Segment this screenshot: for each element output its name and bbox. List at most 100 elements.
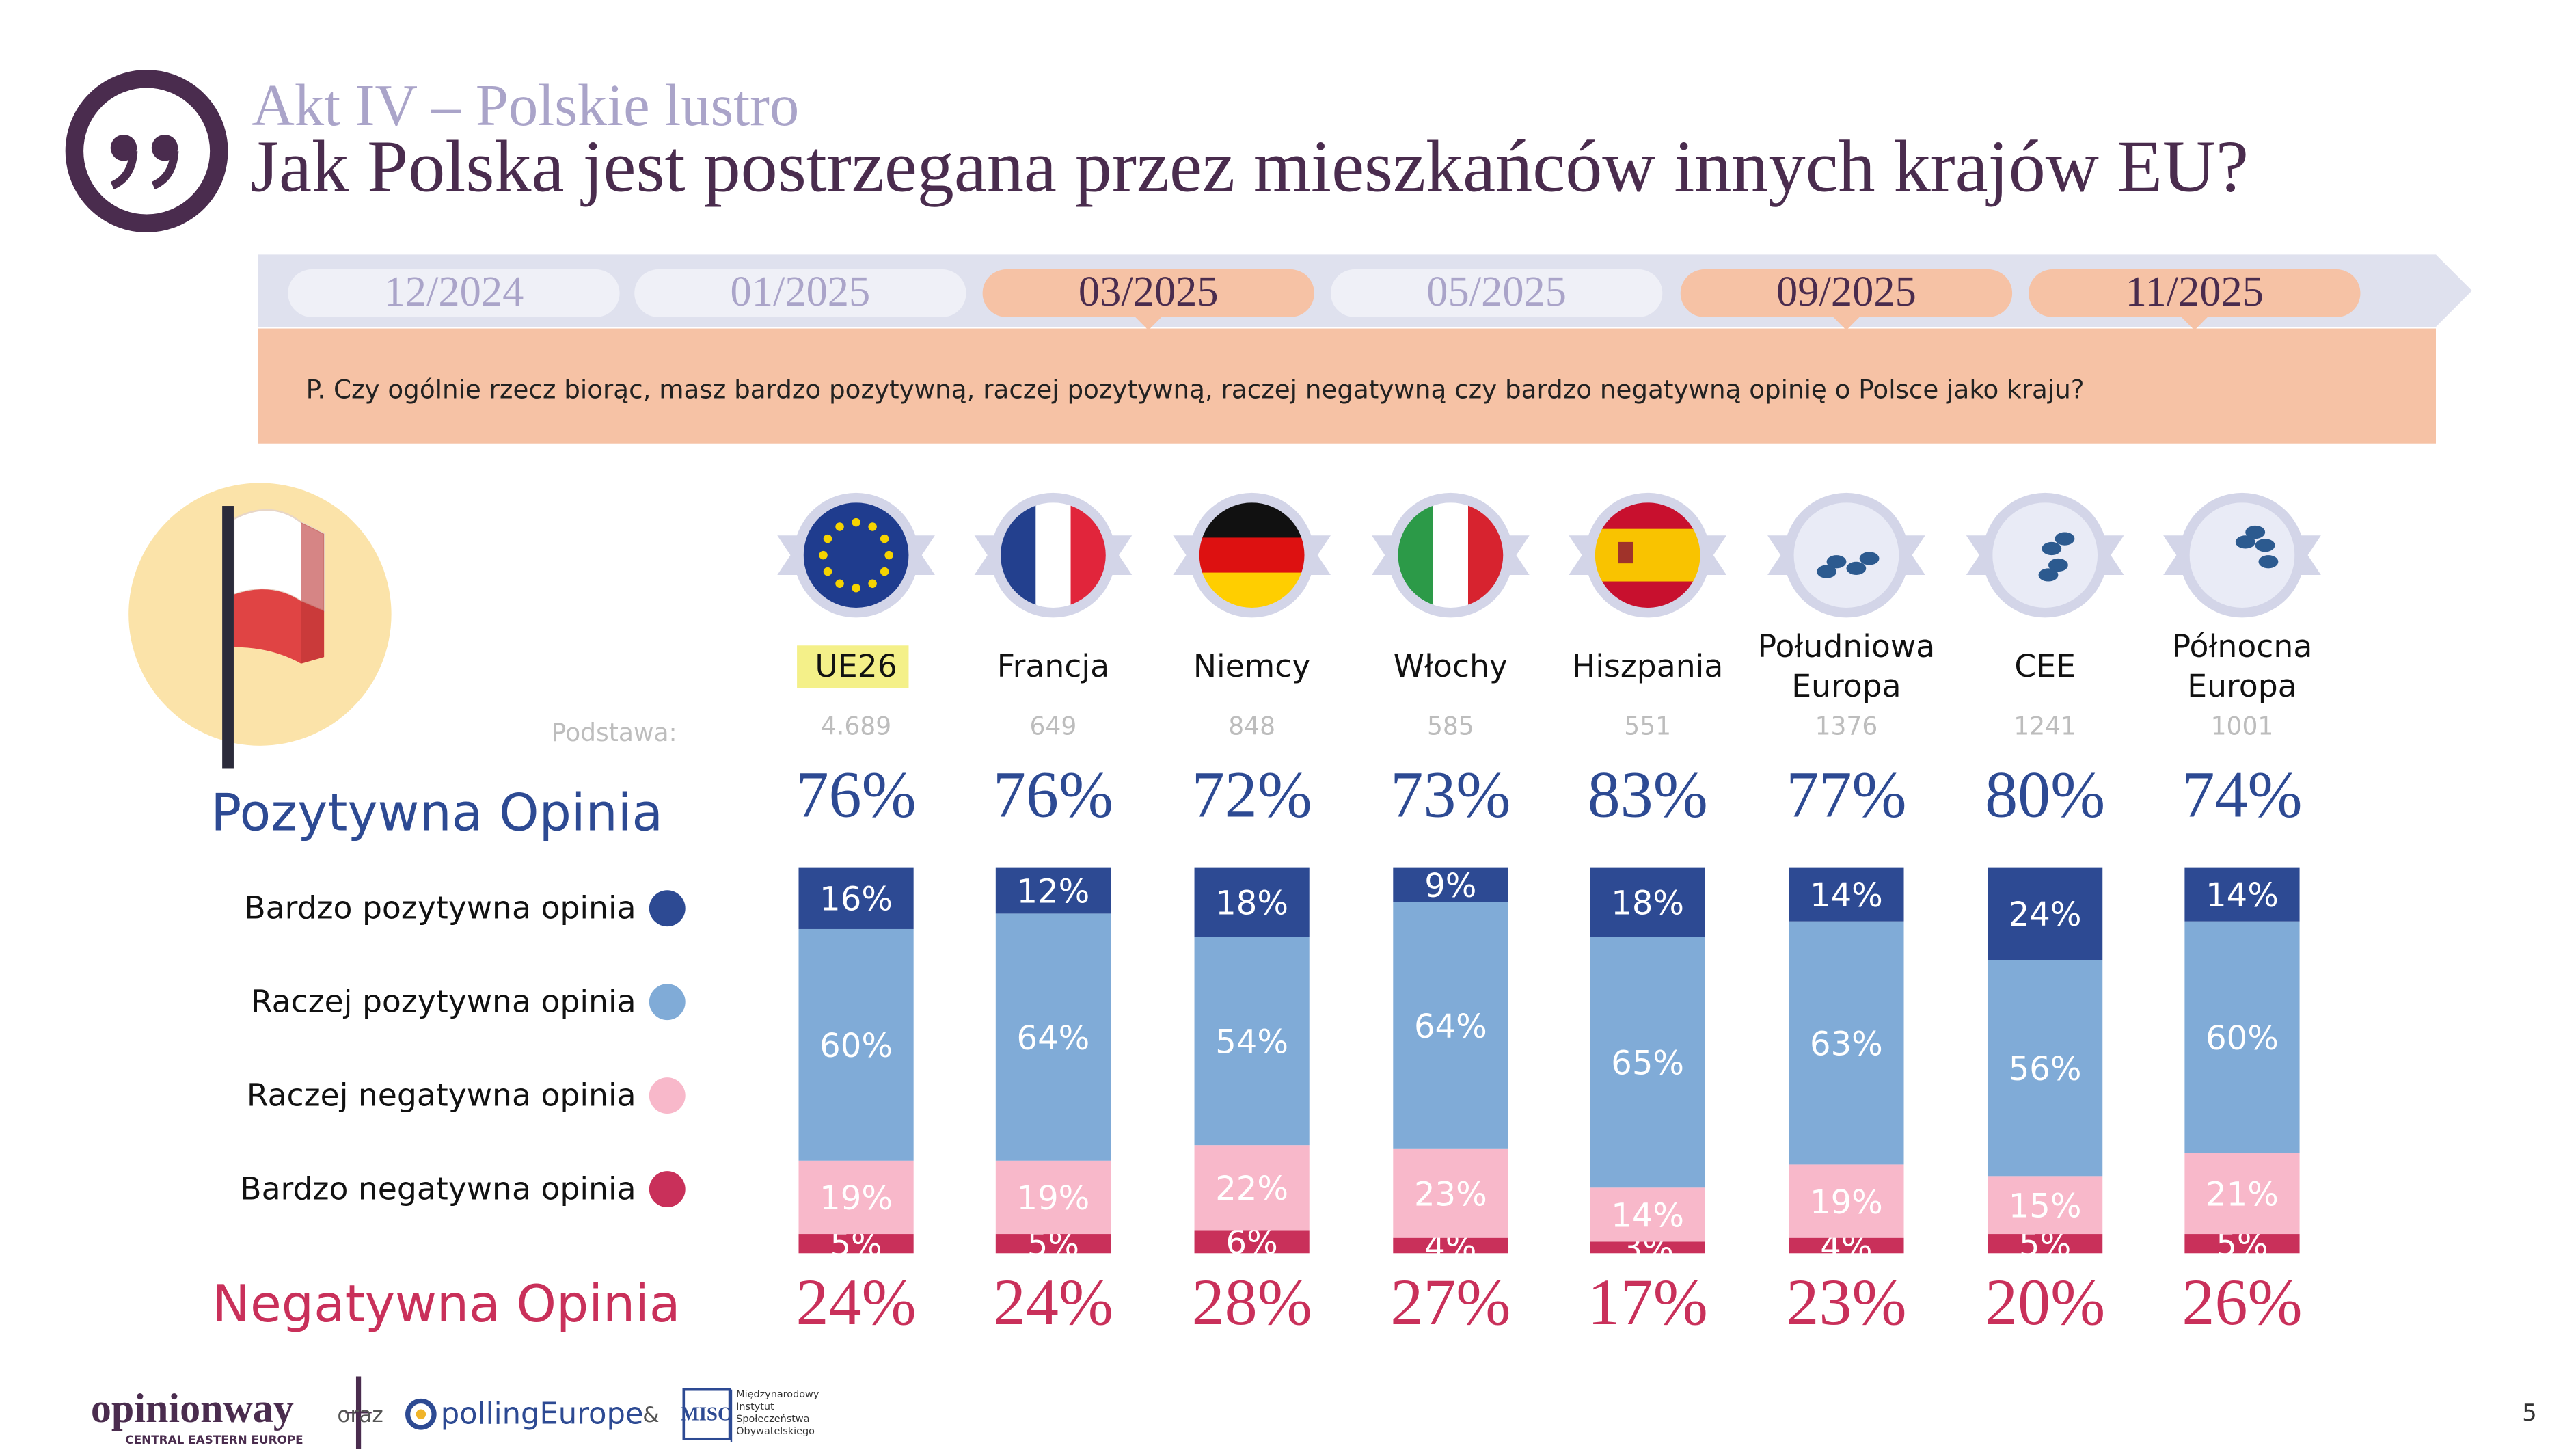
segment-label: 16%: [819, 880, 893, 919]
category-label: Północna Europa: [2171, 629, 2313, 705]
star: [823, 534, 832, 543]
category-box: Północna Europa: [2171, 629, 2313, 705]
question-box: [258, 328, 2436, 444]
segment-label: 64%: [1017, 1019, 1090, 1058]
category-box: Niemcy: [1193, 649, 1311, 685]
map-region: [1817, 565, 1837, 578]
positive-total: 80%: [1985, 758, 2105, 831]
flag: [1398, 502, 1504, 608]
polling-icon: [405, 1398, 437, 1430]
base-label: 551: [1624, 712, 1671, 740]
negative-total: 24%: [993, 1265, 1113, 1339]
star: [868, 579, 877, 588]
base-heading: Podstawa:: [552, 719, 677, 747]
timeline-pointer: [2181, 317, 2208, 330]
footer: opinionway CENTRAL EASTERN EUROPE oraz poll…: [91, 1376, 2537, 1449]
legend-label: Raczej pozytywna opinia: [251, 984, 636, 1020]
question: P. Czy ogólnie rzecz biorąc, masz bardzo…: [306, 374, 2085, 404]
segment-label: 22%: [1215, 1170, 1288, 1208]
segment-label: 9%: [1424, 867, 1476, 905]
category-label: Niemcy: [1193, 649, 1311, 685]
negative-total: 26%: [2182, 1265, 2302, 1339]
timeline-label: 03/2025: [1079, 267, 1219, 315]
star: [819, 550, 828, 560]
negative-total: 20%: [1985, 1265, 2105, 1339]
bar-segment: [798, 867, 914, 929]
timeline-pill: [1330, 269, 1663, 317]
category-box: Włochy: [1393, 649, 1508, 685]
timeline: 12/2024 01/2025 03/2025 05/2025 09/2025 11/20…: [288, 267, 2361, 330]
segment-label: 18%: [1611, 884, 1684, 922]
category-label: CEE: [2014, 649, 2076, 685]
chart: UE264.68976%24%5%19%60%16%Francja64976%2…: [211, 492, 2321, 1339]
ampersand: &: [642, 1403, 659, 1427]
coat: [1618, 541, 1633, 564]
positive-total: 77%: [1786, 758, 1906, 831]
timeline-pill: [288, 269, 620, 317]
category-box: Francja: [996, 649, 1110, 685]
segment-label: 15%: [2009, 1187, 2082, 1225]
miso-name: Instytut: [736, 1401, 774, 1412]
flag-illustration: [128, 483, 392, 769]
map-field: [2189, 502, 2295, 608]
category-label: Włochy: [1393, 649, 1508, 685]
flag: [1199, 502, 1305, 608]
timeline-label: 11/2025: [2126, 267, 2264, 315]
bar-segment: [1789, 1237, 1904, 1254]
star: [835, 579, 844, 588]
legend-dot: [649, 890, 686, 927]
map-region: [2258, 555, 2279, 569]
bar-segment: [798, 1234, 914, 1254]
segment-label: 19%: [1810, 1183, 1883, 1222]
segment-label: 19%: [1017, 1179, 1090, 1218]
bar-segment: [1590, 937, 1705, 1188]
category-box: Południowa Europa: [1758, 629, 1936, 705]
positive-heading: Pozytywna Opinia: [211, 783, 663, 843]
flag: [1595, 502, 1700, 608]
highlight: [797, 645, 909, 688]
miso-name: Międzynarodowy: [736, 1389, 819, 1400]
timeline-pill: [982, 269, 1314, 317]
title: Jak Polska jest postrzegana przez mieszk…: [250, 126, 2249, 208]
flag-stripe: [1035, 502, 1072, 608]
category-box: CEE: [2014, 649, 2076, 685]
legend-dot: [649, 1171, 686, 1207]
bar-segment: [1789, 921, 1904, 1165]
timeline-label: 12/2024: [384, 267, 524, 315]
category-box: Hiszpania: [1572, 649, 1723, 685]
map-region: [2235, 535, 2255, 549]
category-label: Francja: [996, 649, 1110, 685]
base-label: 649: [1030, 712, 1077, 740]
bar-segment: [1988, 1234, 2103, 1254]
map-region: [2055, 532, 2075, 546]
legend-label: Bardzo pozytywna opinia: [244, 890, 636, 926]
map-field: [1992, 502, 2098, 608]
bar-segment: [2184, 1234, 2300, 1254]
star: [880, 567, 889, 576]
bar-segment: [798, 928, 914, 1161]
miso-name: Obywatelskiego: [736, 1426, 815, 1437]
flag: [1001, 502, 1106, 608]
category-icon: [1767, 492, 1925, 618]
bar-segment: [995, 1160, 1111, 1235]
category-label: UE26: [815, 649, 897, 685]
segment-label: 63%: [1810, 1025, 1883, 1063]
star: [868, 522, 877, 531]
negative-total: 24%: [796, 1265, 917, 1339]
opinionway-logo: opinionway: [91, 1385, 294, 1431]
bar-segment: [995, 867, 1111, 914]
and-word: oraz: [337, 1403, 383, 1427]
positive-total: 74%: [2182, 758, 2302, 831]
segment-label: 14%: [1810, 876, 1883, 915]
bar-segment: [1988, 1176, 2103, 1235]
map-region: [1846, 561, 1867, 575]
base-label: 1241: [2014, 712, 2076, 740]
category-icon: [777, 492, 935, 618]
segment-label: 19%: [819, 1179, 893, 1218]
bar-segment: [995, 913, 1111, 1161]
segment-label: 6%: [1226, 1224, 1278, 1262]
positive-total: 72%: [1192, 758, 1312, 831]
bar-segment: [2184, 921, 2300, 1153]
map-region: [2038, 568, 2059, 582]
segment-label: 21%: [2206, 1176, 2279, 1214]
